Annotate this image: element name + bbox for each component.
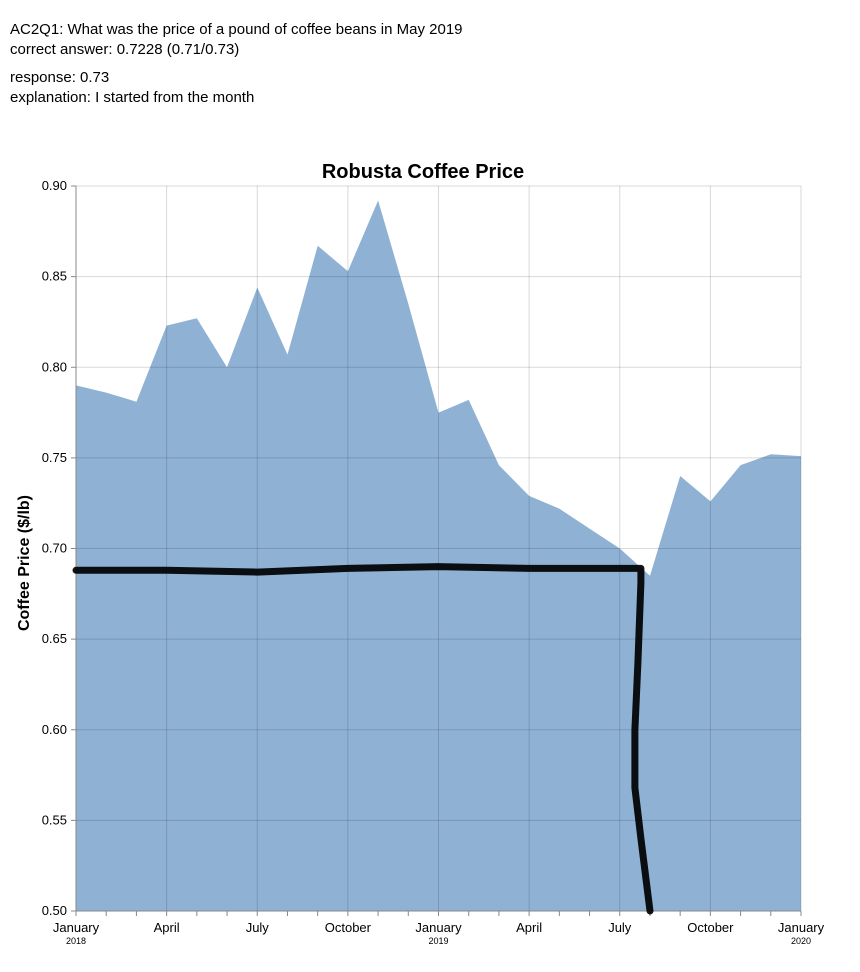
x-tick-label: July: [608, 920, 632, 935]
coffee-price-chart: Robusta Coffee Price 0.50 0.55 0.60 0.65 0.7…: [16, 161, 825, 946]
x-tick-label: April: [154, 920, 180, 935]
x-tick-label: October: [325, 920, 372, 935]
x-tick-year-label: 2019: [428, 936, 448, 946]
y-tick-label: 0.90: [42, 178, 67, 193]
price-area: [76, 200, 801, 911]
chart-title: Robusta Coffee Price: [322, 161, 524, 183]
question-line: AC2Q1: What was the price of a pound of …: [10, 21, 463, 38]
y-tick-label: 0.70: [42, 541, 67, 556]
explanation-line: explanation: I started from the month: [10, 89, 255, 106]
y-tick-label: 0.55: [42, 812, 67, 827]
freehand-annotation: [72, 563, 654, 915]
x-tick-label: July: [246, 920, 270, 935]
y-tick-label: 0.85: [42, 269, 67, 284]
y-tick-label: 0.75: [42, 450, 67, 465]
y-tick-label: 0.50: [42, 903, 67, 918]
x-tick-label: January: [778, 920, 825, 935]
plot-area: 0.50 0.55 0.60 0.65 0.70 0.75 0.80 0.85 0.90 Janu…: [42, 178, 825, 946]
x-tick-label: April: [516, 920, 542, 935]
y-tick-label: 0.65: [42, 631, 67, 646]
correct-answer-line: correct answer: 0.7228 (0.71/0.73): [10, 41, 240, 58]
response-line: response: 0.73: [10, 69, 110, 86]
x-tick-year-label: 2018: [66, 936, 86, 946]
y-axis-title: Coffee Price ($/lb): [16, 495, 33, 631]
y-tick-label: 0.60: [42, 722, 67, 737]
x-tick-label: January: [415, 920, 462, 935]
x-tick-label: January: [53, 920, 100, 935]
x-tick-label: October: [687, 920, 734, 935]
y-tick-label: 0.80: [42, 359, 67, 374]
question-header: AC2Q1: What was the price of a pound of …: [10, 20, 463, 108]
x-tick-year-label: 2020: [791, 936, 811, 946]
